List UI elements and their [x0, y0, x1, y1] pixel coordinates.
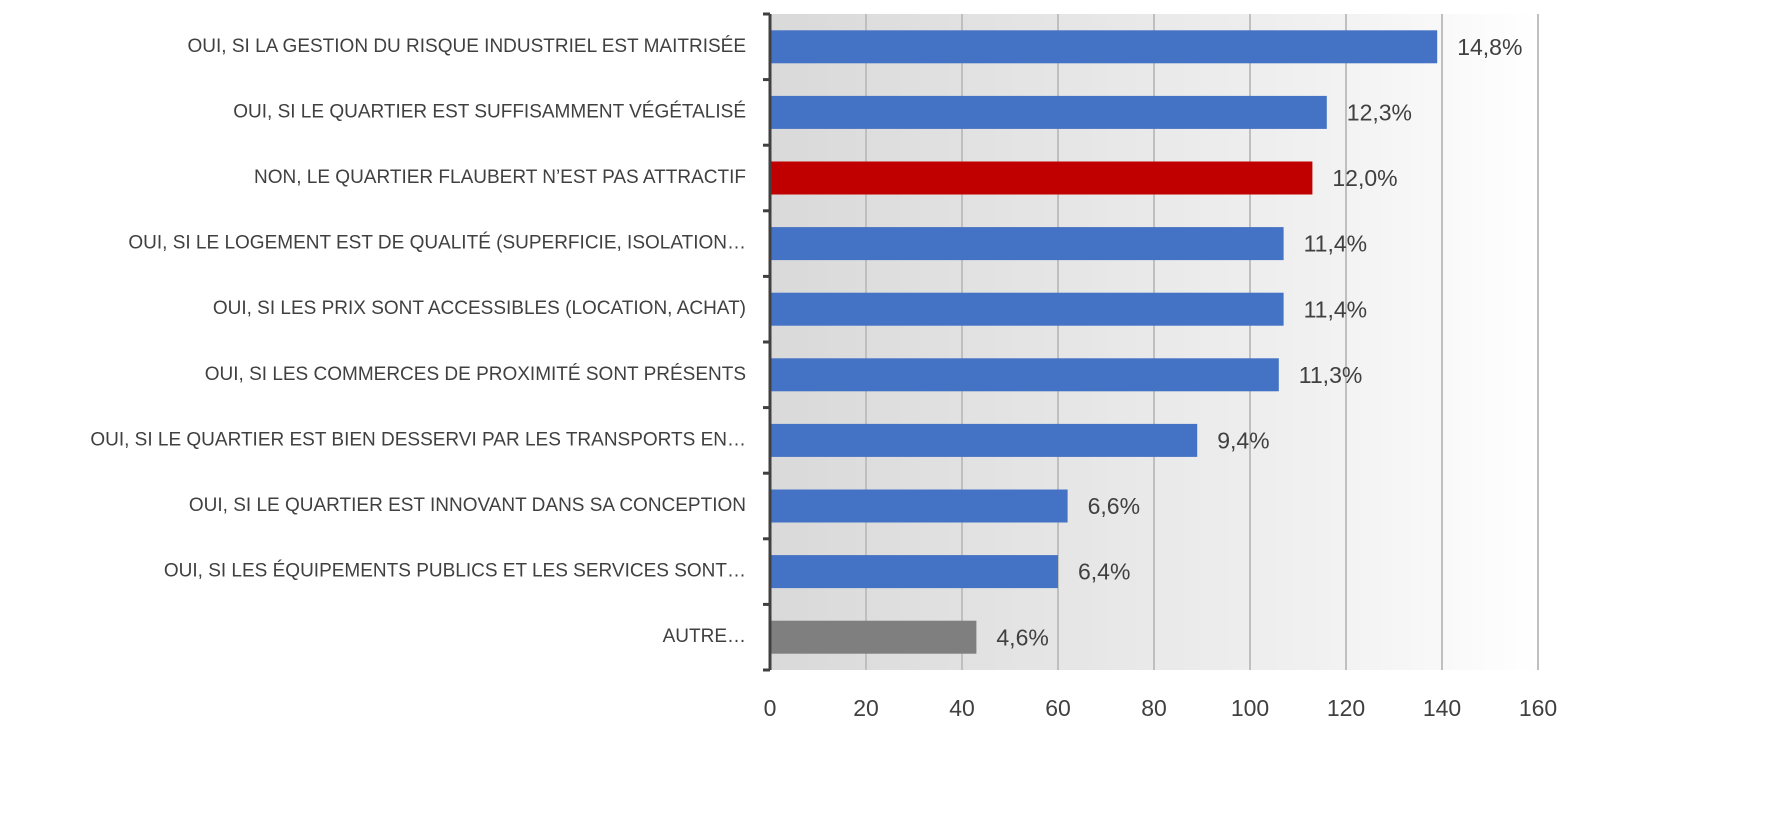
bar: [770, 423, 1198, 457]
x-tick-label: 20: [853, 695, 879, 721]
category-label: OUI, SI LES PRIX SONT ACCESSIBLES (LOCAT…: [213, 298, 746, 319]
bar: [770, 358, 1279, 392]
x-tick-label: 140: [1423, 695, 1461, 721]
data-label: 14,8%: [1457, 34, 1522, 60]
x-tick-label: 160: [1519, 695, 1557, 721]
bar: [770, 30, 1438, 64]
category-label: OUI, SI LES COMMERCES DE PROXIMITÉ SONT …: [205, 364, 746, 385]
data-label: 11,3%: [1299, 362, 1363, 388]
x-tick-label: 60: [1045, 695, 1071, 721]
x-tick-label: 0: [764, 695, 777, 721]
bar: [770, 95, 1327, 129]
x-tick-label: 40: [949, 695, 975, 721]
bar: [770, 555, 1058, 589]
data-label: 4,6%: [996, 624, 1048, 650]
data-label: 12,3%: [1347, 99, 1412, 125]
category-label: OUI, SI LA GESTION DU RISQUE INDUSTRIEL …: [188, 36, 747, 57]
bar: [770, 292, 1284, 326]
bar: [770, 227, 1284, 261]
data-label: 12,0%: [1332, 165, 1397, 191]
x-tick-label: 100: [1231, 695, 1269, 721]
bar: [770, 161, 1313, 195]
data-label: 6,4%: [1078, 559, 1130, 585]
x-tick-label: 120: [1327, 695, 1365, 721]
category-label: OUI, SI LE QUARTIER EST INNOVANT DANS SA…: [189, 495, 746, 516]
category-label: OUI, SI LE QUARTIER EST SUFFISAMMENT VÉG…: [233, 101, 746, 122]
category-label: OUI, SI LE QUARTIER EST BIEN DESSERVI PA…: [90, 429, 746, 450]
x-tick-label: 80: [1141, 695, 1167, 721]
bar: [770, 620, 977, 654]
data-label: 6,6%: [1088, 493, 1140, 519]
data-label: 11,4%: [1304, 231, 1368, 257]
category-label: NON, LE QUARTIER FLAUBERT N’EST PAS ATTR…: [254, 167, 746, 188]
data-label: 11,4%: [1304, 296, 1368, 322]
category-label: AUTRE…: [663, 626, 746, 647]
bar: [770, 489, 1068, 523]
category-label: OUI, SI LES ÉQUIPEMENTS PUBLICS ET LES S…: [164, 561, 746, 582]
data-label: 9,4%: [1217, 427, 1269, 453]
category-label: OUI, SI LE LOGEMENT EST DE QUALITÉ (SUPE…: [128, 233, 746, 254]
